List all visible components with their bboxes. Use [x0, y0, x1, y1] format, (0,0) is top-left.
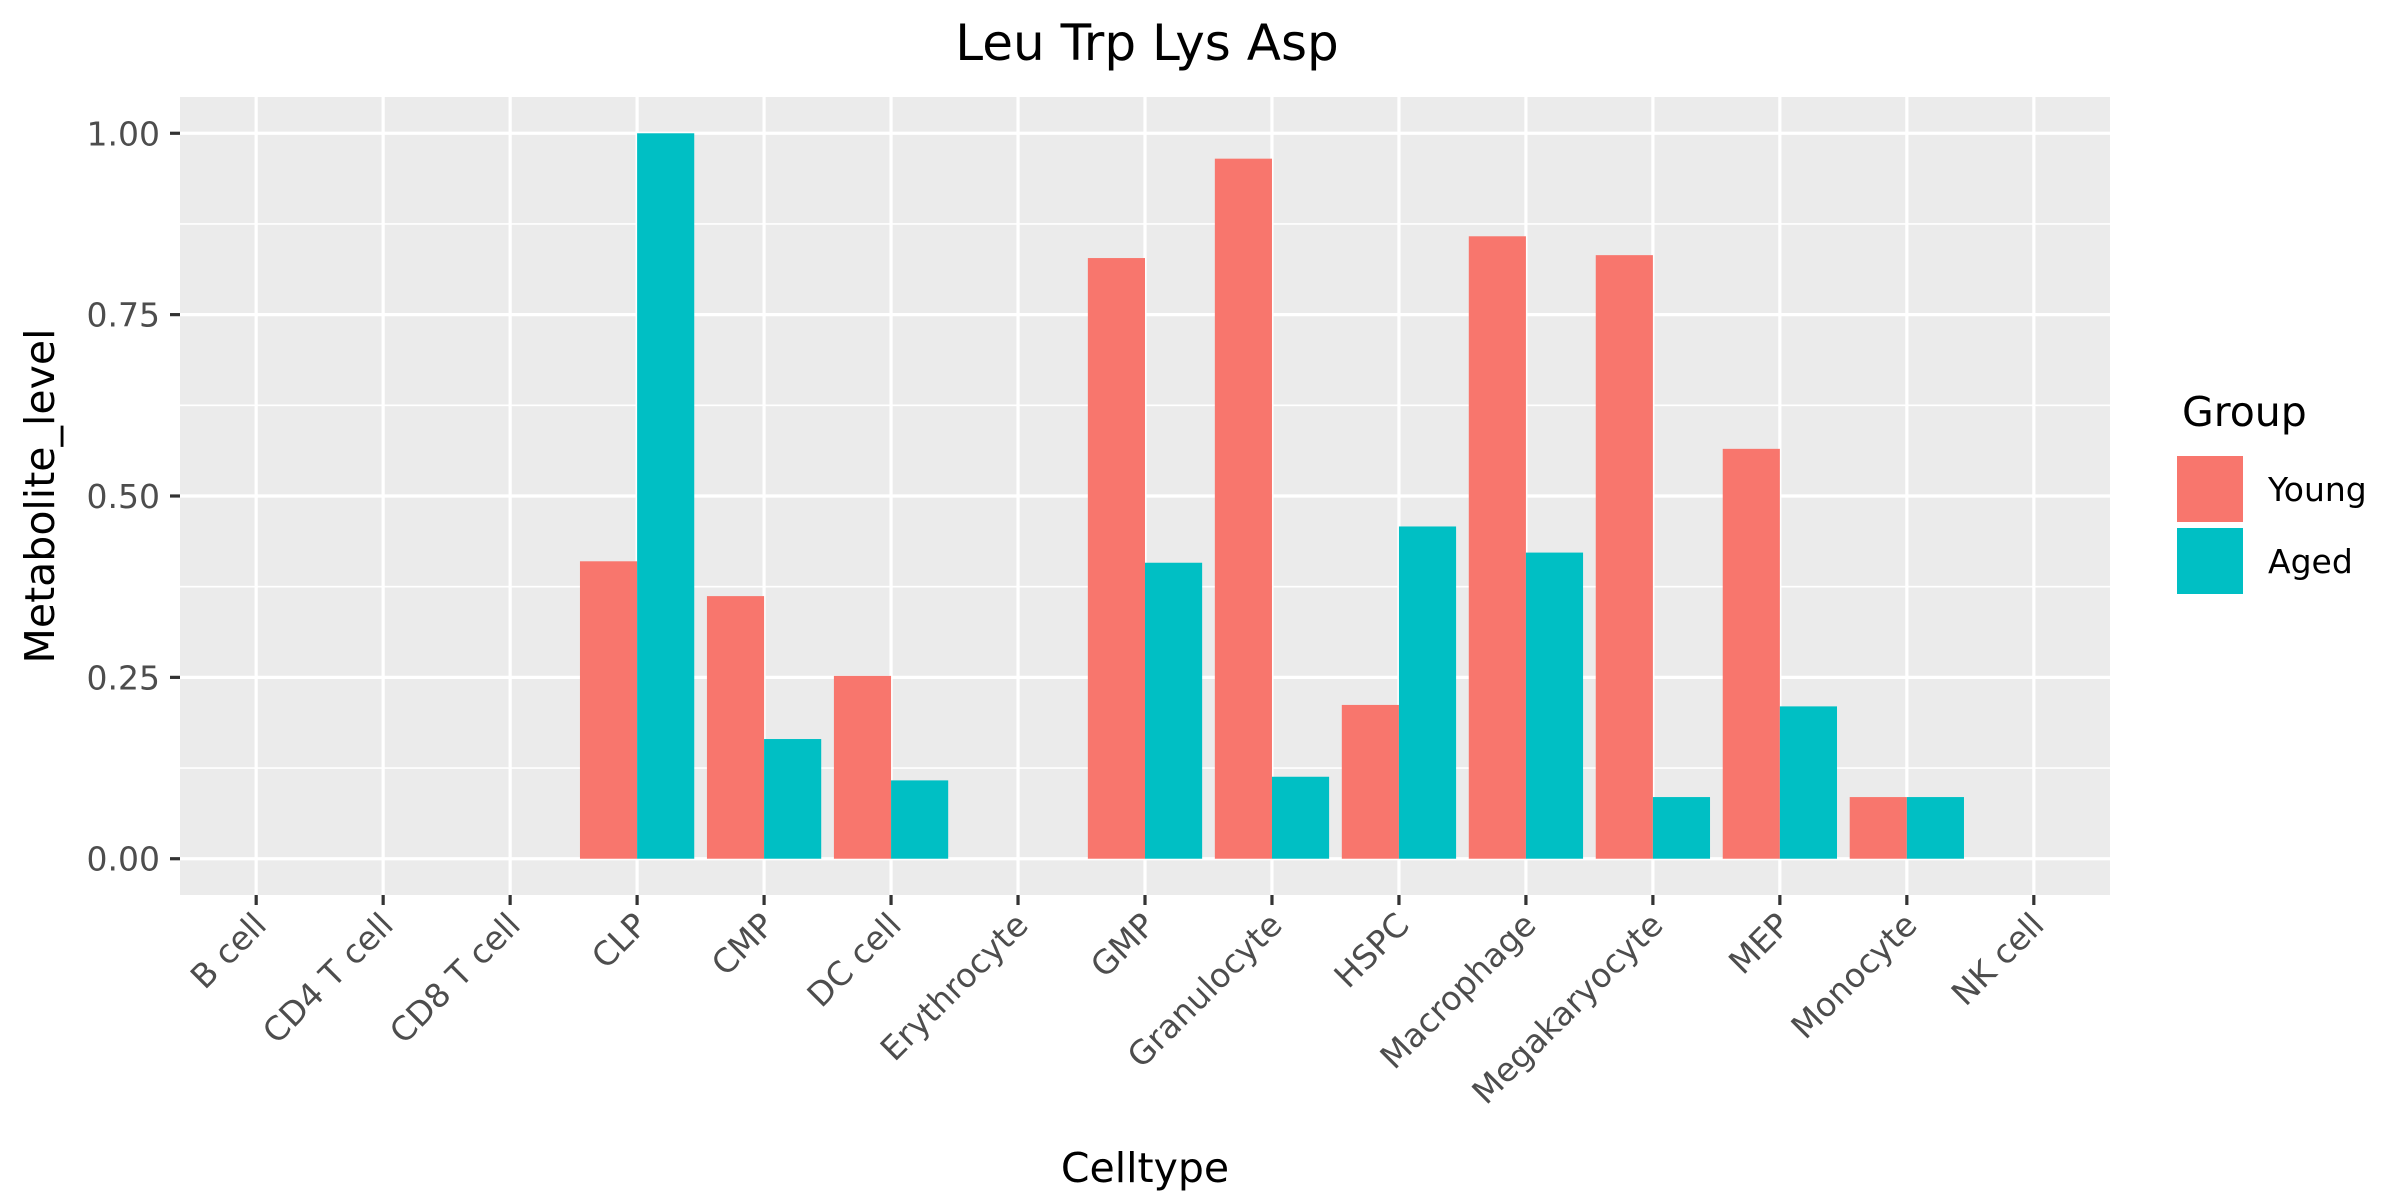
x-tick-label: HSPC — [1326, 905, 1416, 995]
bar-young-mep — [1722, 448, 1780, 859]
legend-label-young: Young — [2267, 470, 2367, 509]
y-tick-label: 1.00 — [87, 114, 160, 153]
x-tick-label: B cell — [183, 905, 274, 996]
bar-aged-hspc — [1398, 526, 1457, 859]
legend-key-aged — [2177, 528, 2243, 594]
bar-young-macrophage — [1468, 236, 1526, 859]
legend-label-aged: Aged — [2268, 542, 2353, 581]
legend-key-young — [2177, 456, 2243, 522]
bar-aged-dc-cell — [891, 780, 949, 859]
bar-aged-macrophage — [1525, 552, 1584, 859]
bars — [579, 133, 1964, 859]
x-tick-label: DC cell — [799, 905, 908, 1014]
bar-young-clp — [579, 561, 638, 859]
x-axis-title: Celltype — [1061, 1144, 1229, 1192]
chart-title: Leu Trp Lys Asp — [955, 14, 1339, 72]
bar-young-megakaryocyte — [1595, 255, 1653, 859]
bar-young-cmp — [706, 596, 765, 859]
bar-young-gmp — [1087, 258, 1145, 859]
bar-aged-granulocyte — [1271, 776, 1330, 859]
y-tick-label: 0.75 — [87, 296, 160, 335]
legend-title: Group — [2182, 388, 2307, 436]
bar-young-monocyte — [1849, 797, 1907, 859]
x-tick-label: Monocyte — [1783, 905, 1924, 1046]
x-tick-label: CD4 T cell — [255, 905, 401, 1051]
bar-aged-cmp — [764, 739, 822, 859]
y-tick-label: 0.00 — [87, 840, 160, 879]
bar-aged-gmp — [1145, 562, 1203, 859]
y-tick-label: 0.25 — [87, 658, 160, 697]
x-tick-label: NK cell — [1944, 905, 2052, 1013]
y-axis-title: Metabolite_level — [16, 329, 64, 664]
bar-aged-megakaryocyte — [1652, 797, 1711, 859]
bar-young-granulocyte — [1214, 158, 1272, 859]
y-tick-label: 0.50 — [87, 477, 160, 516]
bar-young-dc-cell — [833, 675, 892, 859]
x-tick-label: GMP — [1083, 905, 1163, 985]
bar-aged-clp — [637, 133, 695, 859]
x-tick-label: CD8 T cell — [382, 905, 528, 1051]
bar-aged-monocyte — [1906, 797, 1964, 859]
x-tick-label: CMP — [704, 905, 782, 983]
x-tick-label: MEP — [1721, 905, 1798, 982]
bar-aged-mep — [1779, 706, 1838, 859]
bar-young-hspc — [1341, 704, 1399, 859]
legend: Group Young Aged — [2177, 388, 2367, 594]
y-axis: 0.00 0.25 0.50 0.75 1.00 — [87, 114, 180, 879]
x-tick-label: CLP — [584, 905, 655, 976]
